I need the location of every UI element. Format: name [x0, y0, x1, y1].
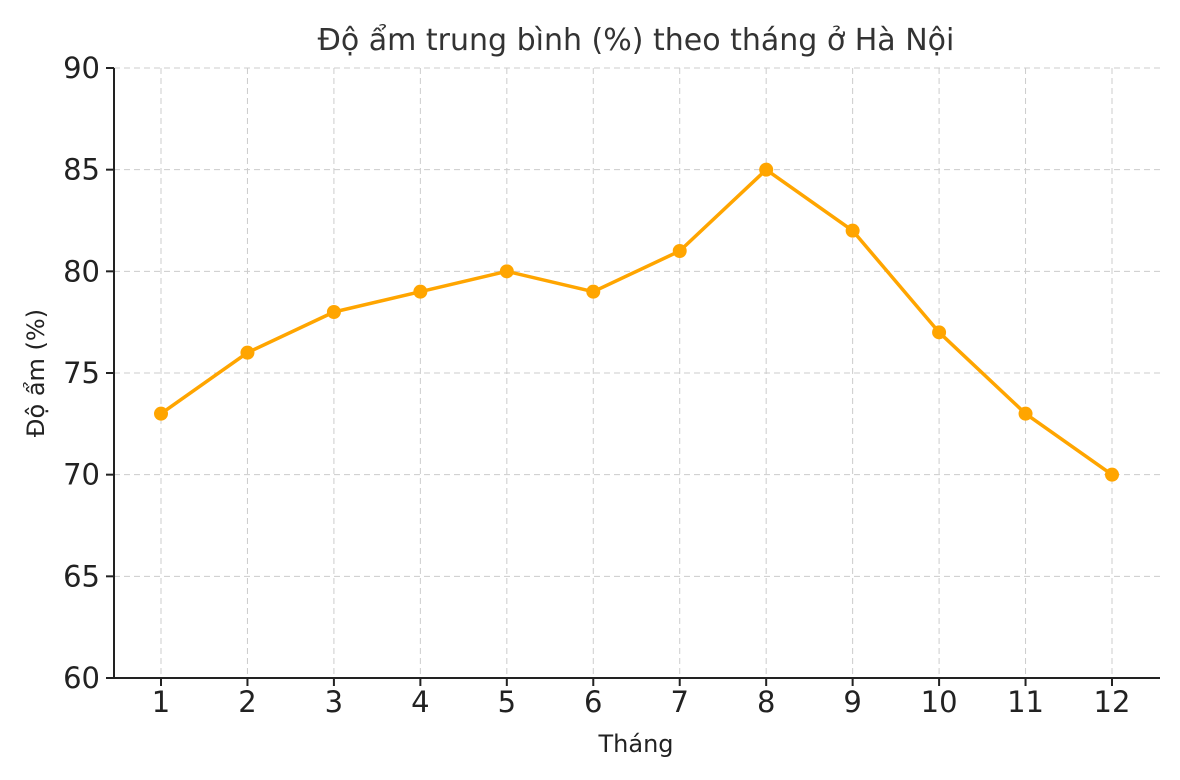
series-line [159, 167, 1114, 477]
y-tick-label: 85 [63, 153, 100, 187]
y-tick-label: 80 [63, 254, 100, 288]
data-point [932, 325, 947, 340]
y-axis-label: Độ ẩm (%) [22, 309, 50, 437]
data-point [759, 162, 774, 177]
x-tick-label: 6 [584, 685, 602, 719]
x-tick-label: 3 [325, 685, 343, 719]
y-tick-label: 65 [63, 559, 100, 593]
data-point [326, 305, 341, 319]
data-point [1018, 406, 1033, 421]
x-tick-label: 2 [238, 685, 256, 719]
x-tick-label: 1 [152, 685, 170, 719]
chart-title: Độ ẩm trung bình (%) theo tháng ở Hà Nội [318, 22, 955, 58]
x-tick-label: 9 [843, 685, 861, 719]
y-tick-label: 90 [63, 51, 100, 85]
data-point [499, 264, 514, 279]
x-tick-label: 4 [411, 685, 429, 719]
x-tick-label: 8 [757, 685, 775, 719]
x-axis-label: Tháng [597, 730, 673, 758]
data-point [240, 345, 255, 360]
x-tick-label: 12 [1094, 685, 1131, 719]
x-tick-label: 11 [1007, 685, 1044, 719]
data-point [672, 244, 687, 258]
y-tick-label: 60 [63, 661, 100, 695]
data-point [413, 284, 428, 299]
grid-layer [114, 67, 1160, 679]
data-point [586, 284, 601, 299]
x-tick-label: 5 [498, 685, 516, 719]
data-point [1105, 467, 1119, 482]
x-tick-label: 10 [921, 685, 958, 719]
y-tick-label: 70 [63, 458, 100, 492]
data-point [845, 223, 860, 238]
series-layer [154, 162, 1119, 482]
data-point [154, 406, 168, 421]
x-tick-label: 7 [671, 685, 689, 719]
y-tick-label: 75 [63, 356, 100, 390]
